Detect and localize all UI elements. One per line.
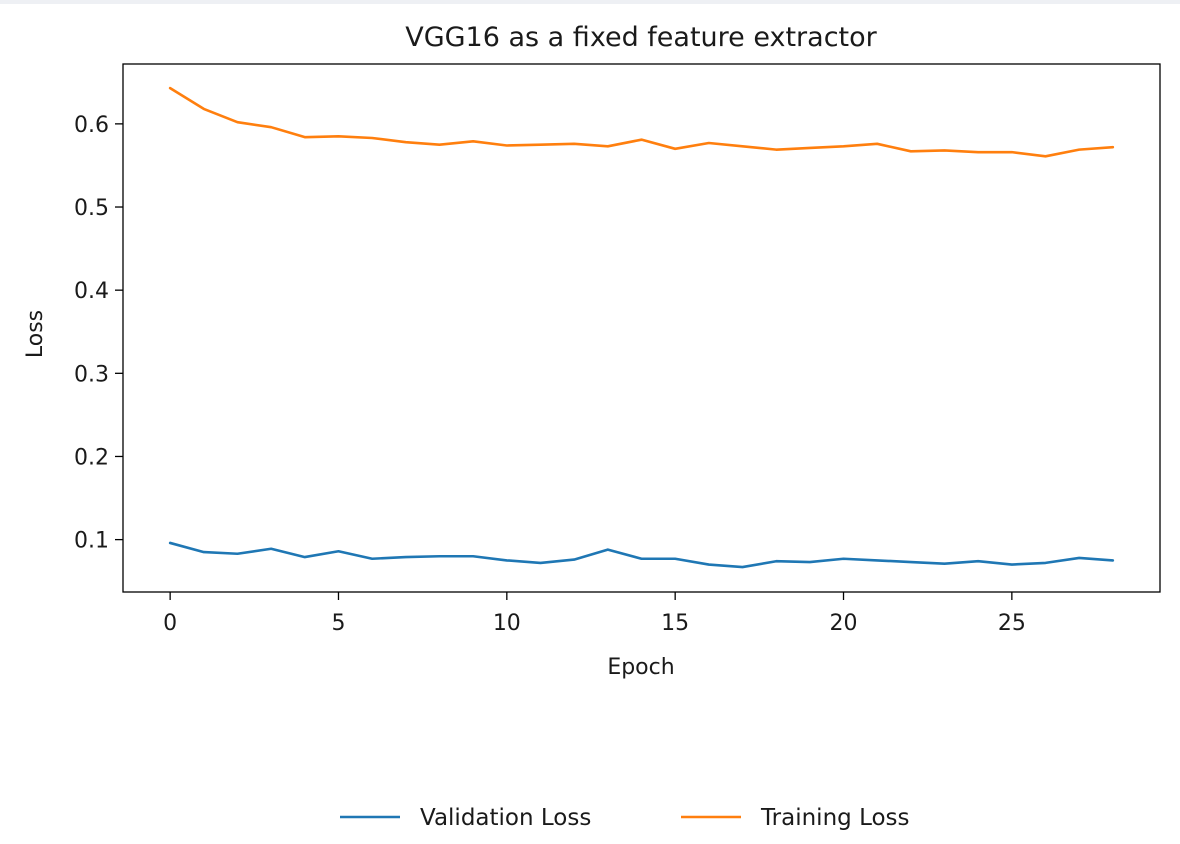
- x-axis-ticks: 0 5 10 15 20 25: [163, 592, 1026, 636]
- window-top-strip: [0, 0, 1180, 4]
- legend: Validation Loss Training Loss: [340, 805, 910, 831]
- series-line-validation-loss: [168, 541, 1115, 569]
- x-tick-label: 5: [331, 611, 345, 636]
- x-tick-label: 25: [998, 611, 1026, 636]
- y-tick-label: 0.6: [74, 113, 109, 138]
- series-lines: [168, 86, 1115, 569]
- x-tick-label: 15: [661, 611, 689, 636]
- plot-area-frame: [122, 63, 1161, 593]
- y-tick-label: 0.2: [74, 445, 109, 470]
- y-tick-label: 0.5: [74, 196, 109, 221]
- y-tick-label: 0.1: [74, 529, 109, 554]
- legend-label: Validation Loss: [420, 805, 591, 831]
- y-tick-label: 0.3: [74, 362, 109, 387]
- x-tick-label: 0: [163, 611, 177, 636]
- y-axis-ticks: 0.1 0.2 0.3 0.4 0.5 0.6: [74, 113, 123, 554]
- series-line-training-loss: [168, 86, 1115, 158]
- x-tick-label: 20: [830, 611, 858, 636]
- chart-title: VGG16 as a fixed feature extractor: [405, 22, 877, 53]
- x-axis-label: Epoch: [607, 655, 674, 680]
- x-tick-label: 10: [493, 611, 521, 636]
- legend-label: Training Loss: [760, 805, 910, 831]
- y-axis-label: Loss: [23, 310, 48, 358]
- y-tick-label: 0.4: [74, 279, 109, 304]
